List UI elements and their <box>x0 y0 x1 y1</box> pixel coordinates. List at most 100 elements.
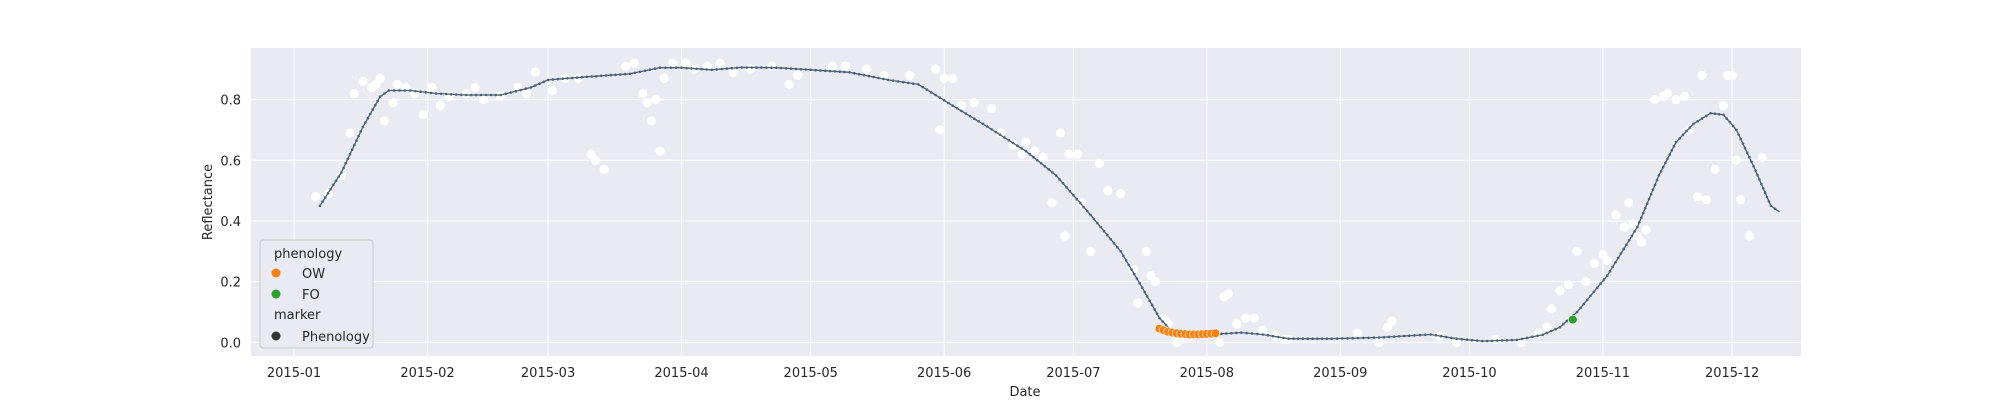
curve-point <box>1636 225 1639 229</box>
curve-point <box>1460 337 1463 341</box>
observation-point <box>1374 337 1384 347</box>
curve-point <box>1760 182 1763 186</box>
observation-point <box>1085 246 1096 256</box>
curve-point <box>342 166 345 170</box>
y-axis-ticks: 0.0 0.2 0.4 0.6 0.8 <box>220 94 241 352</box>
curve-point <box>1346 337 1349 340</box>
x-tick-label: 2015-09 <box>1313 366 1367 381</box>
curve-point <box>1102 229 1106 233</box>
curve-point <box>848 71 851 74</box>
curve-point <box>439 92 443 96</box>
curve-point <box>494 93 498 97</box>
observation-point <box>345 128 355 138</box>
curve-point <box>1651 188 1655 191</box>
curve-point <box>1287 337 1290 341</box>
curve-point <box>444 92 448 96</box>
curve-point <box>886 78 890 82</box>
curve-point <box>1645 202 1649 205</box>
observation-point <box>573 73 583 83</box>
curve-point <box>1737 133 1740 136</box>
observation-point <box>1637 237 1647 247</box>
curve-point <box>353 143 356 147</box>
observation-point <box>995 128 1005 138</box>
curve-point <box>1367 336 1370 340</box>
curve-point <box>449 93 453 96</box>
curve-point <box>364 121 367 124</box>
curve-point <box>1043 165 1047 168</box>
observation-point <box>470 82 480 93</box>
observation-point <box>310 192 321 202</box>
curve-point <box>1413 334 1416 337</box>
curve-point <box>538 82 541 85</box>
curve-point <box>1554 327 1557 331</box>
curve-point <box>720 67 723 71</box>
curve-point <box>1058 178 1061 181</box>
curve-point <box>1054 174 1058 177</box>
curve-point <box>585 75 589 79</box>
curve-point <box>951 104 955 107</box>
curve-point <box>1225 332 1228 335</box>
curve-point <box>685 66 688 70</box>
observation-point <box>793 70 803 80</box>
curve-point <box>1429 333 1432 336</box>
curve-point <box>779 66 783 70</box>
curve-point <box>1739 137 1742 141</box>
curve-point <box>1116 246 1119 249</box>
observation-point <box>1701 195 1711 205</box>
observation-point <box>827 61 837 71</box>
curve-point <box>1672 144 1676 148</box>
curve-point <box>1330 337 1333 341</box>
curve-point <box>1141 286 1144 290</box>
curve-point <box>1589 294 1592 298</box>
curve-point <box>1582 302 1586 306</box>
curve-point <box>348 152 352 156</box>
curve-point <box>599 74 603 78</box>
curve-point <box>1230 331 1233 335</box>
observation-point <box>784 79 794 90</box>
curve-point <box>1611 265 1614 269</box>
curve-point <box>1311 337 1314 341</box>
curve-point <box>1096 221 1099 225</box>
curve-point <box>1709 111 1712 115</box>
observation-point <box>969 98 979 108</box>
curve-point <box>1725 117 1728 120</box>
curve-point <box>990 128 993 131</box>
observation-point <box>905 70 915 80</box>
observation-point <box>1624 198 1634 208</box>
curve-point <box>546 78 550 82</box>
curve-point <box>833 70 837 73</box>
curve-point <box>414 89 417 93</box>
curve-point <box>1124 259 1128 262</box>
curve-point <box>465 93 468 97</box>
curve-point <box>1642 211 1645 215</box>
observation-point <box>435 101 446 111</box>
curve-point <box>755 66 758 69</box>
curve-point <box>1681 133 1685 137</box>
legend-hue-title: phenology <box>274 247 342 262</box>
observation-point <box>956 101 967 111</box>
observation-point <box>1258 325 1268 335</box>
curve-point <box>789 67 793 70</box>
curve-point <box>700 67 703 71</box>
curve-point <box>784 67 788 70</box>
observation-point <box>862 64 872 74</box>
curve-point <box>1722 113 1725 117</box>
curve-point <box>930 91 933 94</box>
curve-point <box>938 96 942 99</box>
curve-point <box>1164 323 1168 327</box>
phenology-point-fo <box>1568 314 1578 325</box>
observation-point <box>1546 304 1556 314</box>
curve-point <box>1039 162 1043 165</box>
curve-point <box>398 89 401 92</box>
observation-point <box>681 58 691 68</box>
curve-point <box>669 66 673 69</box>
curve-point <box>1550 329 1553 333</box>
curve-point <box>329 187 333 191</box>
curve-point <box>321 200 324 203</box>
curve-point <box>1575 310 1579 314</box>
curve-point <box>590 75 593 78</box>
observation-point <box>1727 70 1737 80</box>
curve-point <box>1387 335 1391 339</box>
curve-point <box>1515 338 1519 342</box>
observation-points <box>310 58 1767 347</box>
